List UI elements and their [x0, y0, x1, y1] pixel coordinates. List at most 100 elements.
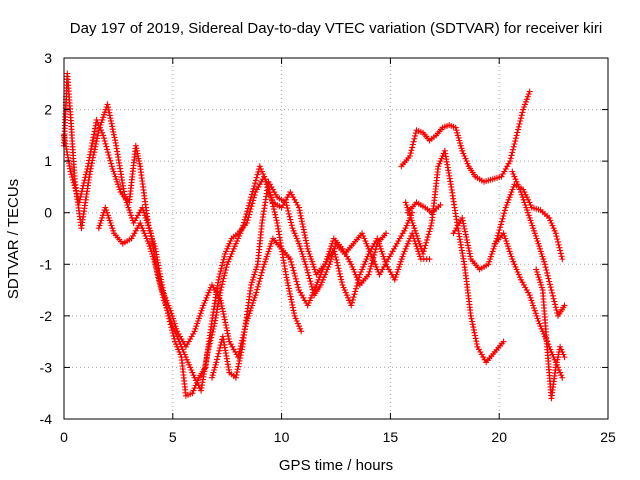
data-point	[304, 266, 311, 273]
data-point	[126, 207, 133, 214]
data-point	[90, 131, 97, 138]
data-point	[511, 261, 518, 268]
data-point	[547, 217, 554, 224]
data-point	[147, 245, 154, 252]
data-point	[79, 185, 86, 192]
data-point	[135, 212, 141, 219]
data-point	[229, 343, 236, 350]
data-point	[107, 115, 114, 122]
data-point	[553, 307, 560, 314]
data-point	[515, 183, 522, 190]
data-point	[509, 149, 516, 156]
data-point	[271, 208, 278, 215]
data-point	[254, 171, 261, 178]
data-point	[170, 318, 177, 324]
data-point	[436, 160, 443, 167]
data-point	[251, 294, 258, 301]
data-point	[80, 182, 87, 189]
data-point	[531, 230, 538, 237]
data-point	[402, 199, 409, 206]
data-point	[285, 210, 292, 217]
data-point	[220, 308, 226, 315]
data-point	[94, 135, 101, 142]
data-point	[292, 273, 299, 279]
data-point	[160, 289, 166, 296]
data-point	[462, 231, 469, 238]
data-point	[463, 158, 470, 165]
data-point	[501, 210, 508, 217]
data-point	[261, 261, 268, 268]
data-point	[423, 239, 430, 246]
data-point	[524, 209, 531, 216]
data-point	[409, 144, 416, 151]
data-point	[516, 274, 523, 281]
data-point	[222, 319, 229, 326]
y-axis-label: SDTVAR / TECUs	[5, 179, 22, 299]
data-point	[547, 281, 553, 288]
data-point	[305, 300, 312, 306]
data-point	[132, 142, 139, 149]
data-point	[101, 138, 108, 144]
data-point	[112, 139, 119, 146]
data-point	[132, 217, 139, 224]
data-point	[467, 312, 474, 319]
data-point	[186, 361, 193, 368]
data-point	[269, 196, 275, 203]
data-point	[343, 292, 350, 299]
data-point	[95, 225, 102, 232]
data-point	[472, 335, 479, 342]
data-point	[258, 269, 265, 276]
data-point	[457, 140, 463, 147]
data-point	[113, 176, 120, 183]
data-point	[394, 269, 401, 275]
data-point	[296, 323, 302, 330]
data-point	[426, 228, 433, 235]
data-point	[507, 158, 514, 165]
data-point	[197, 310, 204, 317]
data-point	[511, 141, 518, 147]
data-point	[262, 258, 269, 265]
data-point	[460, 223, 467, 230]
data-point	[86, 157, 92, 164]
data-point	[410, 138, 417, 145]
data-point	[453, 127, 460, 134]
data-point	[269, 186, 276, 193]
data-point	[80, 180, 87, 186]
data-point	[223, 264, 230, 271]
data-point	[397, 261, 403, 268]
data-point	[217, 297, 224, 304]
data-point	[327, 258, 334, 265]
data-point	[306, 275, 313, 282]
data-point	[291, 230, 298, 237]
data-point	[106, 112, 113, 119]
data-point	[529, 222, 536, 229]
data-point	[141, 230, 148, 237]
data-point	[296, 204, 302, 211]
data-point	[193, 379, 200, 386]
data-point	[173, 341, 180, 348]
data-point	[256, 278, 263, 285]
data-point	[250, 297, 257, 304]
data-point	[286, 288, 293, 295]
data-point	[533, 266, 540, 273]
data-point	[454, 222, 461, 229]
data-point	[559, 256, 566, 263]
data-point	[452, 227, 458, 234]
data-point	[462, 228, 469, 235]
data-point	[308, 294, 314, 301]
data-point	[301, 229, 308, 236]
data-point	[298, 248, 305, 255]
data-point	[285, 208, 292, 214]
data-point	[510, 171, 517, 177]
data-point	[552, 301, 559, 308]
data-point	[272, 214, 279, 221]
data-point	[509, 256, 516, 263]
data-point	[108, 160, 115, 167]
data-point	[555, 238, 561, 245]
data-point	[383, 230, 390, 237]
data-point	[194, 377, 201, 384]
data-point	[510, 146, 516, 153]
data-point	[286, 213, 293, 220]
data-point	[218, 284, 225, 291]
data-point	[166, 318, 173, 325]
